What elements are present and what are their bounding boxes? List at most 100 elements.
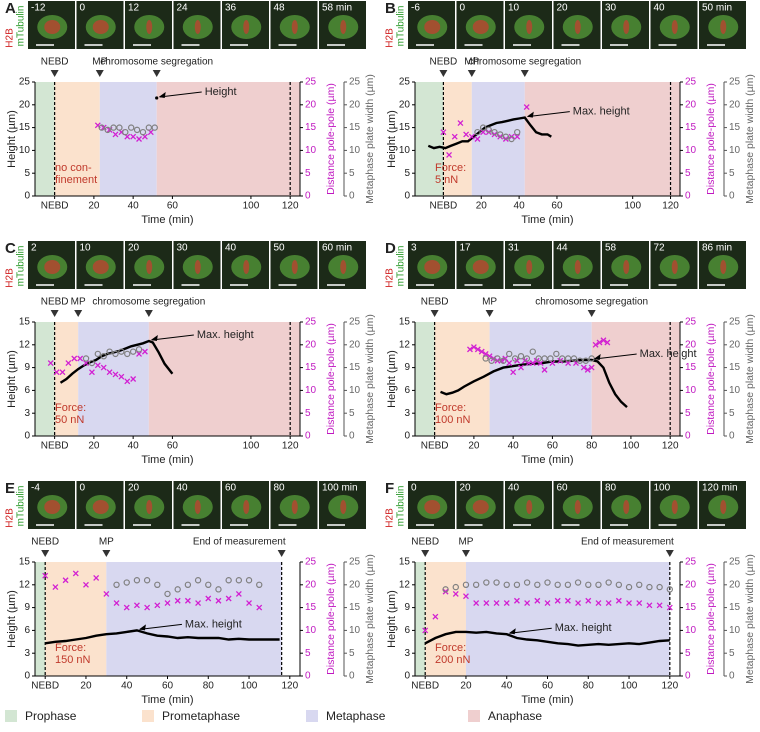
frame-time: 72	[654, 243, 666, 254]
frame-time: 10	[80, 243, 92, 254]
pole-pole-marker	[506, 360, 513, 366]
pole-pole-marker	[646, 602, 653, 609]
x-tick-label: 60	[542, 681, 554, 692]
condition-label: finement	[55, 174, 97, 186]
y3-axis-label: Metaphase plate width (µm)	[364, 554, 376, 684]
x-tick-label: 20	[88, 441, 100, 452]
channel-label: H2B	[5, 28, 16, 48]
plate-width-marker	[104, 126, 111, 134]
frame-time: 24	[177, 3, 189, 14]
y3-tick-label: 25	[349, 317, 361, 328]
x-tick-label: 40	[508, 441, 520, 452]
y2-tick-label: 25	[305, 557, 317, 568]
event-marker	[467, 70, 476, 77]
y3-tick-label: 5	[729, 408, 735, 419]
chromosomes	[44, 260, 61, 274]
pole-pole-marker	[595, 600, 602, 606]
plate-width-marker	[100, 353, 107, 360]
event-marker	[461, 550, 470, 557]
height-point	[155, 96, 159, 100]
x-tick-label: 40	[128, 201, 140, 212]
y-tick-label: 9	[24, 602, 30, 613]
y3-tick-label: 20	[729, 579, 741, 590]
arrow-head	[526, 111, 534, 118]
plate-width-marker	[118, 348, 125, 355]
frame-time: 80	[605, 483, 617, 494]
frame-time: 20	[128, 243, 140, 254]
plate-width-marker	[506, 350, 513, 358]
y-tick-label: 15	[399, 122, 411, 133]
frame-time: 0	[460, 3, 466, 14]
plate-width-marker	[491, 128, 498, 136]
plate-width-marker	[106, 348, 113, 355]
y3-axis-label: Metaphase plate width (µm)	[364, 314, 376, 444]
x-tick-label: 100	[241, 681, 258, 692]
y-tick-label: 9	[24, 362, 30, 373]
plate-width-marker	[541, 355, 548, 362]
pole-pole-marker	[503, 600, 510, 606]
pole-pole-marker	[463, 593, 469, 600]
pole-pole-marker	[564, 597, 571, 604]
chromosomes	[623, 20, 630, 34]
pole-pole-marker	[88, 369, 95, 376]
event-marker	[430, 310, 439, 317]
pole-pole-marker	[474, 346, 481, 353]
y3-tick-label: 25	[729, 317, 741, 328]
chromosomes	[526, 260, 533, 274]
channel-label: H2B	[385, 28, 396, 48]
plate-width-marker	[123, 579, 130, 586]
panel-label: E	[5, 480, 15, 497]
pole-pole-marker	[144, 604, 151, 611]
chromosomes	[146, 260, 153, 274]
y2-tick-label: 10	[305, 145, 317, 156]
plate-width-marker	[184, 581, 192, 589]
y2-tick-label: 0	[305, 671, 311, 682]
pole-pole-marker	[600, 337, 607, 344]
frame-time: 100	[654, 483, 671, 494]
pole-pole-marker	[65, 360, 72, 366]
event-marker	[152, 70, 161, 77]
y-tick-label: 3	[24, 408, 30, 419]
y-tick-label: 25	[19, 77, 31, 88]
x-tick-label: 60	[551, 201, 563, 212]
pole-pole-marker	[636, 600, 643, 606]
phase-band	[99, 82, 157, 196]
plate-width-marker	[656, 583, 663, 591]
plate-width-marker	[514, 128, 521, 136]
plate-width-marker	[570, 355, 578, 362]
y2-tick-label: 15	[305, 602, 317, 613]
y-tick-label: 0	[404, 671, 410, 682]
chromosomes	[44, 500, 61, 514]
event-label: MP	[92, 57, 107, 68]
legend-label: Prophase	[25, 709, 77, 723]
plate-width-marker	[605, 579, 612, 586]
x-tick-label: 80	[203, 681, 215, 692]
annotation-arrow	[509, 627, 552, 634]
x-tick-label: 20	[88, 201, 100, 212]
channel-label: mTubulin	[16, 486, 27, 527]
plate-width-marker	[493, 579, 500, 586]
pole-pole-marker	[452, 590, 459, 597]
y2-axis-label: Distance pole-pole (µm)	[705, 563, 717, 675]
y3-axis-label: Metaphase plate width (µm)	[364, 74, 376, 204]
legend-label: Prometaphase	[162, 709, 240, 723]
pole-pole-marker	[446, 152, 453, 158]
plate-width-marker	[122, 128, 129, 136]
plate-width-marker	[462, 581, 470, 589]
y-tick-label: 0	[404, 191, 410, 202]
y2-tick-label: 0	[685, 671, 691, 682]
event-marker	[102, 550, 111, 557]
y-axis-label: Height (µm)	[386, 590, 398, 648]
phase-band	[78, 322, 149, 436]
plate-width-marker	[615, 581, 623, 589]
event-label: End of measurement	[581, 537, 674, 548]
y-axis-label: Height (µm)	[6, 590, 18, 648]
x-tick-label: 120	[282, 441, 299, 452]
pole-pole-marker	[440, 129, 447, 136]
chromosomes	[424, 260, 441, 274]
plate-width-marker	[474, 128, 481, 136]
frame-time: 58	[605, 243, 617, 254]
x-tick-label: 100	[621, 681, 638, 692]
pole-pole-marker	[468, 133, 475, 140]
chromosomes	[472, 260, 489, 274]
